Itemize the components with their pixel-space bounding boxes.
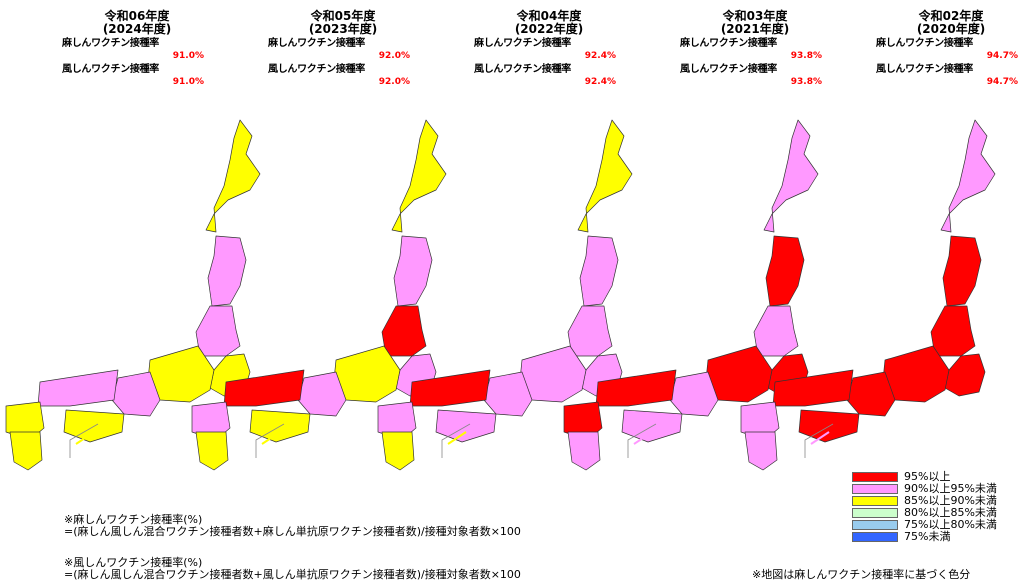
legend-item: 85%以上90%未満 bbox=[852, 495, 997, 507]
region-hokkaido bbox=[205, 119, 261, 233]
measles-rate: 92.4% bbox=[584, 51, 616, 61]
measles-label: 麻しんワクチン接種率 bbox=[268, 38, 365, 49]
measles-rate: 92.0% bbox=[378, 51, 410, 61]
panel-header-2021: 令和03年度 (2021年度) 麻しんワクチン接種率 93.8% 風しんワクチン… bbox=[680, 10, 830, 88]
legend-swatch bbox=[852, 472, 898, 482]
legend-swatch bbox=[852, 496, 898, 506]
map-legend: 95%以上 90%以上95%未満 85%以上90%未満 80%以上85%未満 7… bbox=[852, 471, 997, 543]
legend-label: 95%以上 bbox=[904, 470, 951, 483]
legend-label: 75%未満 bbox=[904, 530, 951, 543]
rubella-label: 風しんワクチン接種率 bbox=[268, 64, 365, 75]
panel-year: (2020年度) bbox=[916, 22, 986, 36]
panel-header-2024: 令和06年度 (2024年度) 麻しんワクチン接種率 91.0% 風しんワクチン… bbox=[62, 10, 212, 88]
okinawa-inset-frame bbox=[441, 423, 471, 458]
legend-swatch bbox=[852, 532, 898, 542]
legend-item: 75%以上80%未満 bbox=[852, 519, 997, 531]
okinawa-inset-frame bbox=[804, 423, 834, 458]
japan-map-2021 bbox=[563, 119, 819, 471]
panel-era: 令和06年度 bbox=[104, 9, 170, 23]
region-chugoku bbox=[37, 369, 119, 407]
measles-label: 麻しんワクチン接種率 bbox=[62, 38, 159, 49]
region-tohoku-south bbox=[381, 305, 427, 357]
legend-label: 75%以上80%未満 bbox=[904, 518, 997, 531]
legend-item: 80%以上85%未満 bbox=[852, 507, 997, 519]
panel-era: 令和02年度 bbox=[918, 9, 984, 23]
rubella-label: 風しんワクチン接種率 bbox=[474, 64, 571, 75]
region-kyushu-south bbox=[195, 431, 229, 471]
panel-year: (2024年度) bbox=[102, 22, 172, 36]
region-tohoku-south bbox=[753, 305, 799, 357]
region-chugoku bbox=[772, 369, 854, 407]
measles-rate: 94.7% bbox=[986, 51, 1018, 61]
region-kanto bbox=[944, 353, 986, 397]
region-chugoku bbox=[409, 369, 491, 407]
legend-item: 90%以上95%未満 bbox=[852, 483, 997, 495]
legend-swatch bbox=[852, 508, 898, 518]
legend-label: 90%以上95%未満 bbox=[904, 482, 997, 495]
okinawa-islands bbox=[75, 431, 95, 445]
region-kyushu-south bbox=[381, 431, 415, 471]
region-tohoku-south bbox=[567, 305, 613, 357]
region-kyushu-south bbox=[567, 431, 601, 471]
region-kyushu-south bbox=[744, 431, 778, 471]
rubella-rate: 91.0% bbox=[172, 77, 204, 87]
legend-swatch bbox=[852, 520, 898, 530]
region-tohoku-north bbox=[393, 235, 433, 307]
okinawa-inset-frame bbox=[255, 423, 285, 458]
region-hokkaido bbox=[763, 119, 819, 233]
rubella-note-title: ※風しんワクチン接種率(%) bbox=[64, 556, 203, 569]
measles-label: 麻しんワクチン接種率 bbox=[876, 38, 973, 49]
region-tohoku-north bbox=[207, 235, 247, 307]
panel-header-2020: 令和02年度 (2020年度) 麻しんワクチン接種率 94.7% 風しんワクチン… bbox=[876, 10, 1026, 88]
panel-header-2022: 令和04年度 (2022年度) 麻しんワクチン接種率 92.4% 風しんワクチン… bbox=[474, 10, 624, 88]
okinawa-islands bbox=[810, 431, 830, 445]
japan-map-2020 bbox=[740, 119, 996, 471]
region-hokkaido bbox=[391, 119, 447, 233]
region-chugoku bbox=[595, 369, 677, 407]
rubella-label: 風しんワクチン接種率 bbox=[62, 64, 159, 75]
legend-swatch bbox=[852, 484, 898, 494]
region-kyushu-south bbox=[9, 431, 43, 471]
panel-era: 令和04年度 bbox=[516, 9, 582, 23]
region-chugoku bbox=[223, 369, 305, 407]
legend-item: 75%未満 bbox=[852, 531, 997, 543]
okinawa-islands bbox=[633, 431, 653, 445]
japan-map-2024 bbox=[5, 119, 261, 471]
panel-era: 令和05年度 bbox=[310, 9, 376, 23]
okinawa-islands bbox=[261, 431, 281, 445]
rubella-rate: 92.4% bbox=[584, 77, 616, 87]
legend-label: 85%以上90%未満 bbox=[904, 494, 997, 507]
measles-note-formula: =(麻しん風しん混合ワクチン接種者数+麻しん単抗原ワクチン接種者数)/接種対象者… bbox=[64, 525, 521, 538]
measles-label: 麻しんワクチン接種率 bbox=[474, 38, 571, 49]
map-color-note: ※地図は麻しんワクチン接種率に基づく色分 bbox=[752, 568, 971, 581]
panel-era: 令和03年度 bbox=[722, 9, 788, 23]
rubella-rate: 94.7% bbox=[986, 77, 1018, 87]
rubella-label: 風しんワクチン接種率 bbox=[680, 64, 777, 75]
rubella-rate: 92.0% bbox=[378, 77, 410, 87]
rubella-note-formula: =(麻しん風しん混合ワクチン接種者数+風しん単抗原ワクチン接種者数)/接種対象者… bbox=[64, 568, 521, 581]
panel-year: (2021年度) bbox=[720, 22, 790, 36]
okinawa-inset-frame bbox=[627, 423, 657, 458]
region-tohoku-north bbox=[579, 235, 619, 307]
measles-note-title: ※麻しんワクチン接種率(%) bbox=[64, 513, 203, 526]
panel-header-2023: 令和05年度 (2023年度) 麻しんワクチン接種率 92.0% 風しんワクチン… bbox=[268, 10, 418, 88]
measles-label: 麻しんワクチン接種率 bbox=[680, 38, 777, 49]
region-tohoku-north bbox=[942, 235, 982, 307]
region-hokkaido bbox=[577, 119, 633, 233]
panel-year: (2023年度) bbox=[308, 22, 378, 36]
region-hokkaido bbox=[940, 119, 996, 233]
measles-rate: 91.0% bbox=[172, 51, 204, 61]
region-tohoku-north bbox=[765, 235, 805, 307]
region-tohoku-south bbox=[930, 305, 976, 357]
legend-item: 95%以上 bbox=[852, 471, 997, 483]
okinawa-islands bbox=[447, 431, 467, 445]
region-tohoku-south bbox=[195, 305, 241, 357]
rubella-label: 風しんワクチン接種率 bbox=[876, 64, 973, 75]
okinawa-inset-frame bbox=[69, 423, 99, 458]
legend-label: 80%以上85%未満 bbox=[904, 506, 997, 519]
panel-year: (2022年度) bbox=[514, 22, 584, 36]
measles-rate: 93.8% bbox=[790, 51, 822, 61]
rubella-rate: 93.8% bbox=[790, 77, 822, 87]
